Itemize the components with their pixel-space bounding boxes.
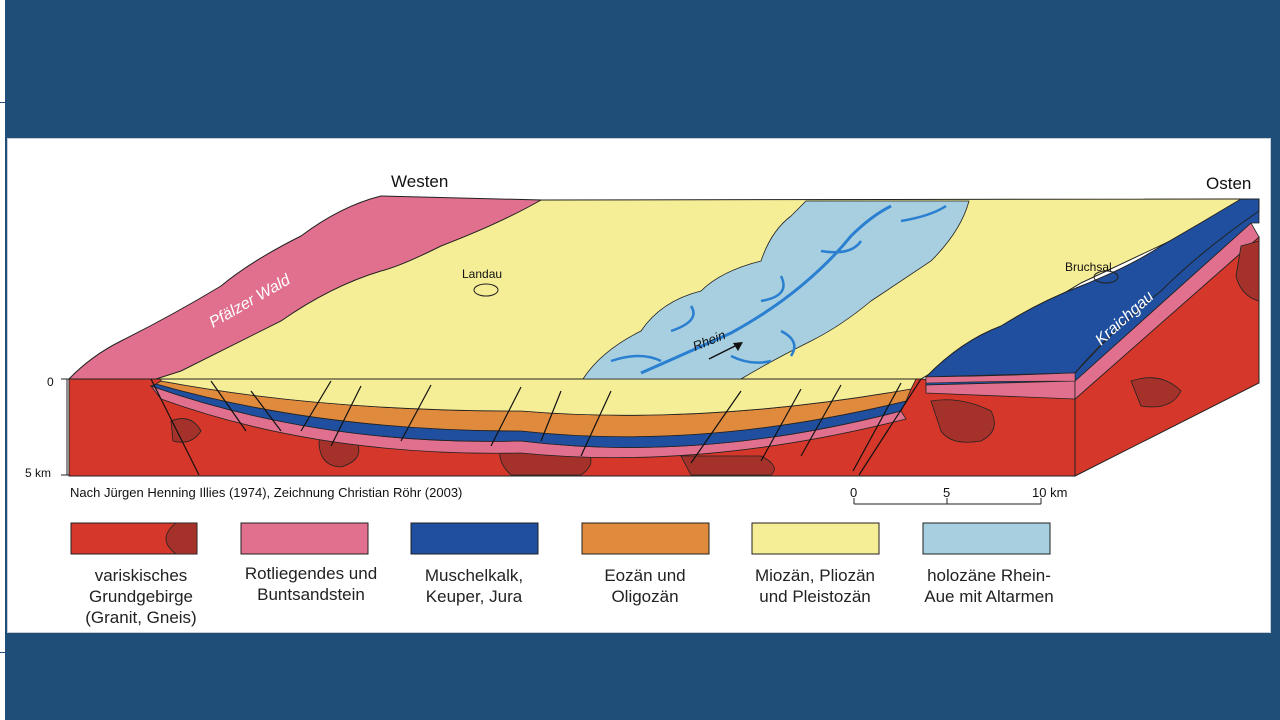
- credit-text: Nach Jürgen Henning Illies (1974), Zeich…: [70, 485, 462, 500]
- granite-patch: [930, 399, 995, 443]
- rhein-altarm: [820, 240, 863, 254]
- granite-patch: [680, 455, 775, 476]
- bruchsal-label: Bruchsal: [1065, 260, 1112, 274]
- legend-text-rhein-aue: holozäne Rhein- Aue mit Altarmen: [924, 566, 1054, 606]
- legend-text-eozaen: Eozän und Oligozän: [604, 566, 686, 606]
- rhein-altarm: [730, 354, 772, 364]
- legend-text-granite: variskisches Grundgebirge (Granit, Gneis…: [85, 566, 197, 627]
- rhein-altarm: [760, 275, 785, 303]
- legend-swatch-muschelkalk: [410, 522, 539, 555]
- legend-swatch-rhein-aue: [922, 522, 1051, 555]
- legend-swatch-rotliegendes: [240, 522, 369, 555]
- miozaen-layer: [160, 378, 917, 416]
- rhein-altarm: [780, 329, 796, 357]
- landau-label: Landau: [462, 267, 502, 281]
- figure-panel: Westen Osten Landau Bruchsal Pfälzer Wal…: [7, 138, 1271, 633]
- depth-top-label: 0: [47, 375, 54, 389]
- scale-label-10: 10 km: [1032, 485, 1067, 500]
- legend-swatch-granite-patch: [165, 522, 198, 555]
- slide-edge-tick: [0, 102, 5, 103]
- kraichgau-rim: [925, 372, 1076, 384]
- scale-label-5: 5: [943, 485, 950, 500]
- legend-swatch-eozaen: [581, 522, 710, 555]
- flow-arrow-head: [733, 342, 743, 351]
- east-label: Osten: [1206, 174, 1251, 193]
- legend-text-miozaen: Miozän, Pliozän und Pleistozän: [754, 566, 875, 606]
- rhein-channel: [640, 204, 892, 375]
- legend-text-muschelkalk: Muschelkalk, Keuper, Jura: [424, 566, 524, 606]
- slide-edge-tick: [0, 652, 5, 653]
- pfaelzer-wald-top: [67, 195, 543, 380]
- scale-label-0: 0: [850, 485, 857, 500]
- legend-swatch-miozaen: [751, 522, 880, 555]
- rhein-altarm: [670, 305, 695, 333]
- granite-patch: [1235, 240, 1260, 302]
- fault-lines: [150, 378, 922, 476]
- scale-bar: [853, 498, 1042, 505]
- rhein-altarm: [610, 354, 662, 363]
- depth-bottom-label: 5 km: [25, 466, 51, 480]
- granite-patch: [170, 418, 202, 443]
- legend-swatches: [70, 522, 1051, 555]
- bruchsal-marker: [1093, 270, 1119, 284]
- granite-patch: [1130, 377, 1182, 408]
- slide-left-strip: [0, 0, 5, 720]
- west-label: Westen: [391, 172, 448, 191]
- geology-block-diagram: Westen Osten Landau Bruchsal Pfälzer Wal…: [25, 172, 1260, 555]
- legend-text-rotliegendes: Rotliegendes und Buntsandstein: [244, 564, 378, 604]
- landau-marker: [473, 283, 499, 297]
- kraichgau-top: [924, 198, 1260, 378]
- rhein-aue: [582, 200, 970, 380]
- rhein-altarm: [900, 204, 947, 223]
